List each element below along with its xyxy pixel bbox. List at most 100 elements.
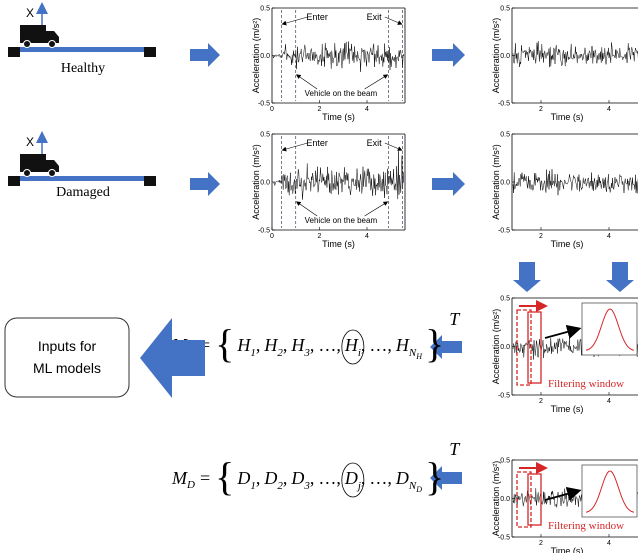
enter-label: Enter [306, 138, 328, 148]
y-axis-label: Acceleration (m/s²) [491, 461, 501, 537]
output-box [4, 317, 130, 398]
eq-equals: = [200, 468, 210, 488]
truck-cargo [20, 154, 46, 172]
flow-arrow [430, 335, 462, 359]
y-tick-label: 0.0 [500, 180, 510, 187]
eq-term: H [236, 335, 251, 355]
pointer [295, 201, 318, 217]
eq-term: H [263, 335, 278, 355]
eq-separator: , [283, 468, 288, 488]
signal-trace [272, 41, 405, 72]
eq-close-brace: } [425, 454, 444, 499]
eq-term-sub: j [356, 480, 361, 492]
eq-close-brace: } [425, 321, 444, 366]
signal-trace [512, 169, 638, 196]
x-tick-label: 4 [607, 106, 611, 113]
eq-term: D [236, 468, 250, 488]
signal-plot: 0.5 0.0 -0.5 Acceleration (m/s²) 2 4 Time (s) [491, 6, 638, 122]
window-shape [585, 308, 635, 351]
position-label: X [26, 6, 34, 20]
x-tick-label: 4 [607, 540, 611, 547]
y-axis-label: Acceleration (m/s²) [251, 144, 261, 220]
position-label: X [26, 135, 34, 149]
output-label: Inputs for [38, 338, 97, 354]
y-tick-label: 0.5 [500, 6, 510, 13]
filter-window [527, 311, 542, 384]
y-tick-label: -0.5 [258, 228, 270, 235]
wheel [23, 169, 31, 177]
x-tick-label: 2 [539, 540, 543, 547]
x-axis-label: Time (s) [551, 404, 584, 414]
y-axis-label: Acceleration (m/s²) [491, 309, 501, 385]
eq-term-sub: N [408, 347, 417, 359]
filter-window-prev [516, 309, 532, 386]
flow-arrow [140, 318, 205, 398]
y-tick-label: 0.0 [500, 53, 510, 60]
eq-separator: , [387, 335, 392, 355]
x-tick-label: 4 [607, 233, 611, 240]
y-tick-label: 0.5 [500, 132, 510, 139]
x-tick-label: 2 [318, 233, 322, 240]
filter-label: Filtering window [548, 378, 624, 390]
x-tick-label: 2 [539, 398, 543, 405]
truck-cargo [20, 25, 46, 43]
eq-lhs: M [171, 468, 188, 488]
x-axis-label: Time (s) [322, 239, 355, 249]
y-axis-label: Acceleration (m/s²) [251, 18, 261, 94]
eq-term: D [263, 468, 277, 488]
eq-term: D [395, 468, 409, 488]
wheel [48, 169, 56, 177]
y-tick-label: -0.5 [498, 101, 510, 108]
eq-term-sub: N [408, 480, 417, 492]
eq-separator: , [336, 468, 341, 488]
flow-arrow [430, 466, 462, 490]
exit-label: Exit [367, 138, 383, 148]
flow-arrow [606, 262, 634, 292]
eq-term: … [369, 335, 387, 355]
y-tick-label: 0.0 [500, 344, 510, 351]
x-tick-label: 2 [318, 106, 322, 113]
eq-term-sub: i [358, 347, 361, 359]
pointer [384, 142, 403, 151]
truck-cab [46, 160, 59, 172]
eq-open-brace: { [215, 454, 234, 499]
eq-separator: , [361, 335, 366, 355]
eq-open-brace: { [215, 321, 234, 366]
eq-term: D [290, 468, 304, 488]
pointer [295, 74, 318, 90]
eq-separator: , [256, 468, 261, 488]
eq-term: … [318, 335, 336, 355]
beam [12, 47, 154, 52]
y-tick-label: -0.5 [498, 228, 510, 235]
signal-plot: 0.5 0.0 -0.5 Acceleration (m/s²) 2 4 Time (s) [491, 132, 638, 249]
wheel [23, 40, 31, 48]
eq-term-subsub: H [415, 352, 423, 361]
pointer [364, 201, 389, 217]
eq-lhs-sub: D [186, 479, 195, 491]
eq-term-sub: 3 [303, 347, 310, 359]
y-tick-label: 0.5 [500, 458, 510, 465]
flow-arrow [432, 43, 465, 67]
y-tick-label: 0.0 [260, 53, 270, 60]
signal-plot: 0.5 0.0 -0.5 Acceleration (m/s²) 0 2 4 Time (s)… [251, 132, 406, 249]
x-axis-label: Time (s) [551, 239, 584, 249]
filter-window-prev [516, 471, 532, 528]
eq-term-sub: 2 [277, 347, 283, 359]
eq-term: H [395, 335, 410, 355]
y-tick-label: 0.5 [260, 6, 270, 13]
x-tick-label: 4 [607, 398, 611, 405]
pointer [384, 16, 403, 25]
x-tick-label: 2 [539, 233, 543, 240]
x-axis-label: Time (s) [551, 546, 584, 553]
condition-label: Damaged [56, 185, 110, 200]
signal-plot: 0.5 0.0 -0.5 Acceleration (m/s²) 2 4 Time (s) F… [491, 296, 638, 414]
eq-separator: , [361, 468, 366, 488]
filter-label: Filtering window [548, 520, 624, 532]
signal-plot: 0.5 0.0 -0.5 Acceleration (m/s²) 0 2 4 Time (s)… [251, 6, 406, 122]
eq-term: H [344, 335, 359, 355]
eq-separator: , [336, 335, 341, 355]
filter-window [527, 473, 542, 526]
pointer [544, 486, 582, 501]
eq-term: D [344, 468, 358, 488]
